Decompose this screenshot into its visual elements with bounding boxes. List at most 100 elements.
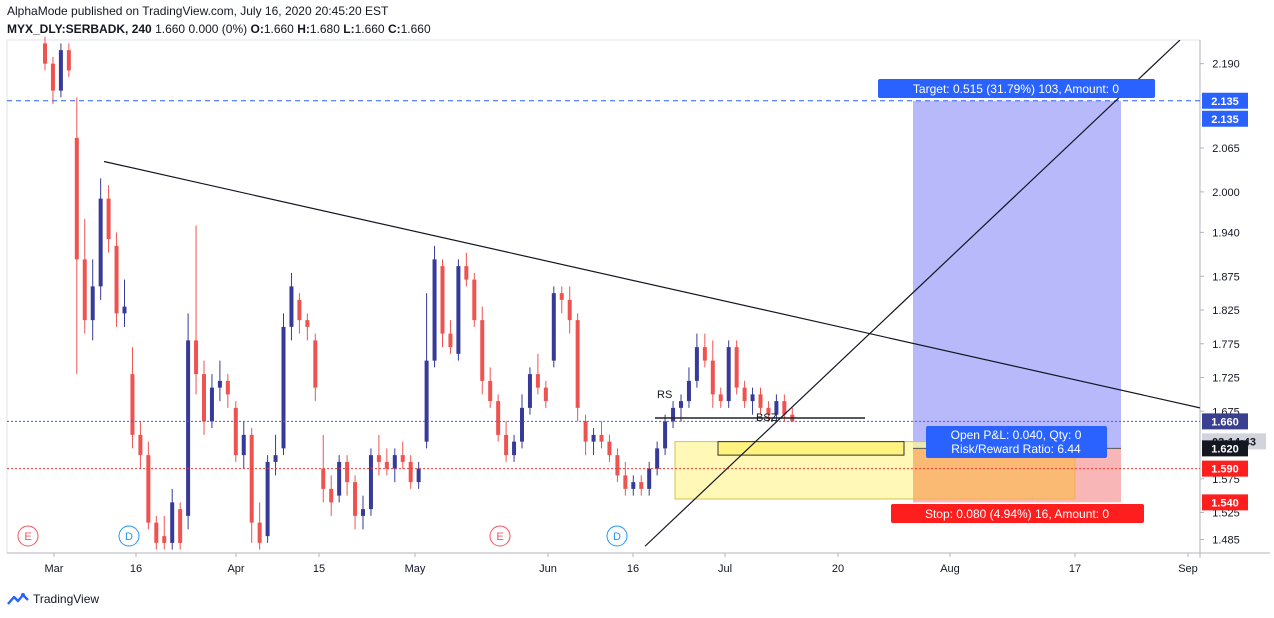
candle	[345, 455, 350, 496]
candle-body	[583, 421, 588, 442]
candle-body	[527, 374, 532, 408]
candle	[289, 272, 294, 341]
candle-body	[440, 266, 445, 334]
candle	[114, 232, 119, 327]
candle-body	[599, 434, 604, 442]
candle	[90, 259, 95, 341]
x-tick-label: 16	[627, 563, 639, 575]
candle	[472, 272, 477, 327]
target-zone	[913, 100, 1121, 449]
candle-body	[217, 380, 222, 388]
candle-body	[575, 320, 580, 408]
symbol-ohlc-line: MYX_DLY:SERBADK, 240 1.660 0.000 (0%) O:…	[7, 22, 431, 36]
price-tag-last-bg	[1202, 413, 1248, 430]
price-tag-target-dup-text: 2.135	[1211, 114, 1239, 126]
candle-body	[679, 401, 683, 408]
candle-body	[639, 482, 644, 489]
candle	[543, 380, 548, 408]
candle-body	[734, 347, 739, 388]
candle-body	[225, 380, 230, 395]
candle-body	[265, 461, 270, 537]
candle	[527, 367, 532, 415]
candle-body	[671, 407, 676, 422]
candle-body	[202, 374, 206, 422]
candle-body	[297, 299, 302, 321]
candle-body	[766, 407, 771, 415]
candle-body	[408, 461, 413, 483]
event-marker-label: D	[125, 531, 133, 543]
event-marker-circle	[17, 525, 39, 547]
candle	[337, 455, 342, 503]
stop-label-bg	[891, 504, 1144, 523]
candle	[209, 374, 214, 429]
open-value: 1.660	[263, 22, 294, 36]
candle-body	[162, 536, 167, 543]
candle-body	[114, 245, 119, 314]
candle-body	[400, 455, 405, 462]
pnl-box-bg	[926, 426, 1107, 458]
candle	[758, 387, 763, 415]
event-marker-label: D	[613, 531, 621, 543]
price-tag-target-dup: 2.135	[1202, 110, 1248, 127]
x-tick-label: 17	[1069, 563, 1081, 575]
candle	[488, 367, 493, 408]
candle	[591, 428, 596, 456]
candle-body	[472, 279, 477, 321]
candle-body	[154, 522, 159, 543]
pnl-line-1: Open P&L: 0.040, Qty: 0	[951, 428, 1082, 442]
y-tick-label: 2.065	[1212, 143, 1240, 155]
candle	[551, 286, 556, 368]
candles-layer	[43, 36, 795, 550]
candle-body	[448, 333, 453, 348]
event-marker-circle	[606, 525, 628, 547]
candle	[202, 360, 206, 435]
close-label: C:	[387, 22, 401, 36]
candle-body	[376, 455, 381, 462]
candle-body	[249, 434, 254, 523]
y-tick-label: 1.940	[1212, 227, 1240, 239]
candle-body	[257, 522, 262, 543]
candle-body	[90, 286, 95, 321]
candle-body	[281, 326, 286, 449]
candle	[464, 252, 469, 287]
candle	[504, 421, 509, 462]
candle	[408, 455, 413, 489]
candle-body	[520, 407, 524, 442]
candle	[305, 313, 310, 341]
low-value: 1.660	[354, 22, 385, 36]
event-marker-label: E	[496, 531, 503, 543]
candle-body	[559, 293, 564, 300]
candle-body	[535, 374, 540, 388]
candle-body	[130, 374, 135, 435]
candle	[74, 97, 79, 375]
candle	[170, 488, 175, 550]
candle	[583, 414, 588, 456]
candle	[98, 178, 103, 300]
high-value: 1.680	[309, 22, 340, 36]
event-marker-d: D	[118, 525, 140, 547]
candle-body	[432, 259, 437, 361]
close-value: 1.660	[400, 22, 431, 36]
footer-brand: TradingView	[33, 592, 100, 606]
candle	[663, 414, 668, 456]
candle-body	[178, 509, 183, 543]
candle-body	[551, 293, 556, 361]
candle-body	[655, 448, 660, 469]
candle-body	[170, 502, 175, 543]
high-label: H:	[297, 22, 310, 36]
candle	[257, 502, 262, 550]
candle	[782, 394, 787, 422]
candle-body	[186, 340, 191, 516]
publisher-line: AlphaMode published on TradingView.com, …	[7, 4, 389, 18]
candle	[249, 428, 254, 543]
change: 0.000 (0%)	[188, 22, 248, 36]
x-tick-label: Mar	[45, 563, 64, 575]
candle-body	[98, 198, 103, 287]
candle	[353, 475, 358, 530]
candle-body	[392, 455, 397, 469]
candle	[615, 448, 620, 483]
candle-body	[758, 394, 763, 408]
open-label: O:	[250, 22, 264, 36]
candle	[535, 353, 540, 395]
